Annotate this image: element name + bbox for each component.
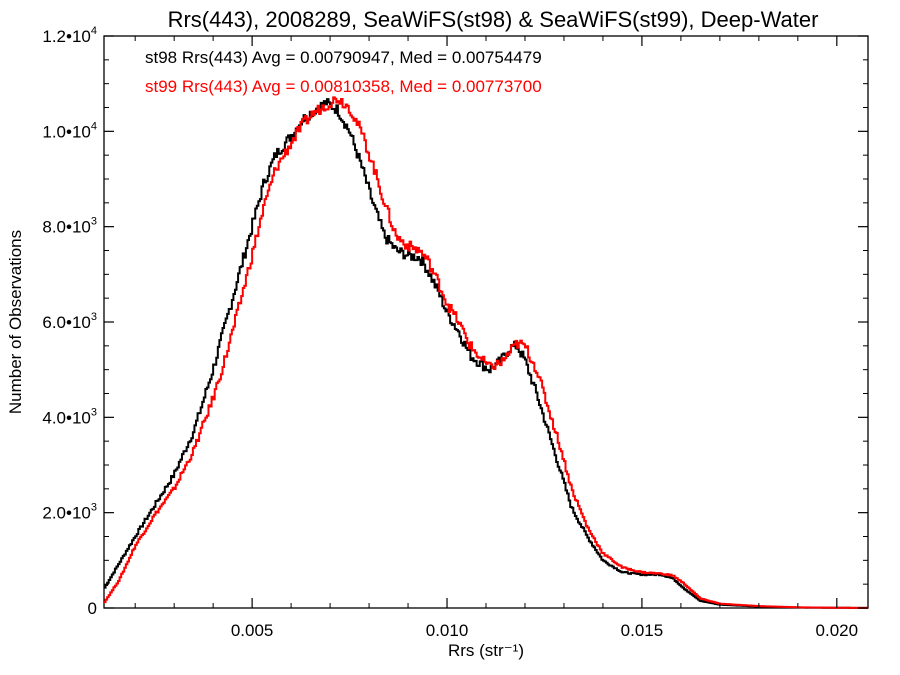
y-tick-label: 6.0•103 — [42, 311, 97, 332]
x-axis-label: Rrs (str⁻¹) — [448, 641, 524, 660]
y-tick-label: 4.0•103 — [42, 406, 97, 427]
x-tick-label: 0.005 — [231, 621, 274, 640]
tick-layer: 0.005 0.010 0.015 0.020 0 2.0•103 4.0•103 6.0•1… — [42, 25, 868, 640]
chart-title: Rrs(443), 2008289, SeaWiFS(st98) & SeaWi… — [168, 7, 819, 32]
series-layer — [104, 96, 868, 609]
x-tick-label: 0.020 — [816, 621, 859, 640]
y-tick-label: 1.2•104 — [42, 25, 97, 46]
plot-area: 0.005 0.010 0.015 0.020 0 2.0•103 4.0•103 6.0•1… — [42, 25, 869, 640]
y-tick-label: 8.0•103 — [42, 216, 97, 237]
y-tick-label: 0 — [88, 599, 97, 618]
plot-frame — [103, 35, 869, 609]
legend: st98 Rrs(443) Avg = 0.00790947, Med = 0.… — [145, 48, 542, 96]
y-tick-label: 1.0•104 — [42, 120, 97, 141]
y-axis-label: Number of Observations — [6, 230, 25, 414]
series-line-st98 — [104, 98, 868, 609]
x-tick-label: 0.010 — [426, 621, 469, 640]
legend-entry-st99: st99 Rrs(443) Avg = 0.00810358, Med = 0.… — [145, 77, 542, 96]
x-tick-label: 0.015 — [621, 621, 664, 640]
series-line-st99 — [104, 96, 868, 609]
legend-entry-st98: st98 Rrs(443) Avg = 0.00790947, Med = 0.… — [145, 48, 542, 67]
y-tick-label: 2.0•103 — [42, 502, 97, 523]
